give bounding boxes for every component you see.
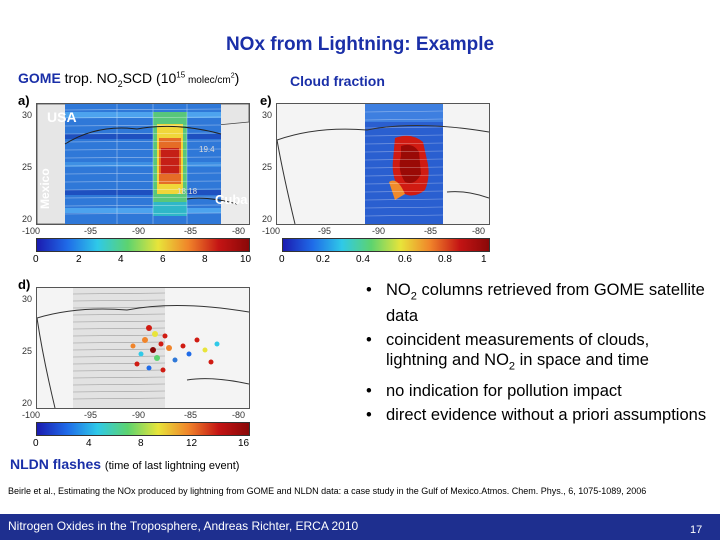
bullet-dot-icon: • (366, 331, 372, 350)
bullet-list: • NO2 columns retrieved from GOME satelli… (362, 280, 712, 429)
cloud-cb-0-6: 0.6 (398, 254, 412, 265)
d-ytick-20: 20 (22, 398, 33, 408)
bullet-text: coincident measurements of clouds, light… (386, 331, 650, 370)
cloud-cb-0-4: 0.4 (356, 254, 370, 265)
a-ytick-20: 20 (22, 214, 33, 224)
e-xtick-80: -80 (472, 226, 486, 236)
flash-map-panel (36, 287, 250, 409)
bullet-text: no indication for pollution impact (386, 381, 622, 400)
cloud-cb-0: 0 (279, 254, 285, 265)
cloud-map (277, 104, 489, 224)
a-ytick-30: 30 (22, 110, 33, 120)
bullet-item: • no indication for pollution impact (362, 381, 712, 401)
gome-units: molec/cm (185, 75, 231, 86)
a-ytick-25: 25 (22, 162, 33, 172)
map-label-cuba: Cuba (215, 192, 248, 207)
cloud-cb-1: 1 (481, 254, 487, 265)
no2-cb-4: 4 (118, 254, 124, 265)
bullet-text-end: columns retrieved from GOME satellite da… (386, 281, 705, 326)
cloud-swath (365, 104, 443, 224)
cloud-cb-0-8: 0.8 (438, 254, 452, 265)
panel-d-letter: d) (18, 277, 31, 292)
no2-map: USA Mexico Cuba 19.4 18.18 (37, 104, 249, 224)
a-xtick-80: -80 (232, 226, 246, 236)
no2-map-panel: USA Mexico Cuba 19.4 18.18 (36, 103, 250, 225)
map-label-mexico: Mexico (38, 168, 52, 209)
d-xtick-90: -90 (132, 410, 146, 420)
d-xtick-85: -85 (184, 410, 198, 420)
gome-text: trop. NO (64, 70, 118, 86)
flash-cb-0: 0 (33, 438, 39, 449)
d-ytick-30: 30 (22, 294, 33, 304)
e-ytick-20: 20 (262, 214, 273, 224)
cloud-map-panel (276, 103, 490, 225)
gome-scd: SCD (10 (122, 70, 177, 86)
page-number: 17 (690, 524, 703, 536)
no2-colorbar (36, 238, 250, 252)
d-ytick-25: 25 (22, 346, 33, 356)
flash-colorbar (36, 422, 250, 436)
no2-swath (65, 104, 221, 224)
gome-units-sup: 2 (230, 72, 235, 80)
panel-e-letter: e) (260, 93, 272, 108)
e-ytick-30: 30 (262, 110, 273, 120)
no2-cb-6: 6 (160, 254, 166, 265)
bullet-dot-icon: • (366, 281, 372, 299)
bullet-item: • coincident measurements of clouds, ligh… (362, 330, 712, 376)
panel-a-letter: a) (18, 93, 30, 108)
gome-sup: 15 (176, 70, 186, 80)
footer-text: Nitrogen Oxides in the Troposphere, Andr… (8, 519, 359, 533)
e-xtick-95: -95 (318, 226, 332, 236)
no2-cb-2: 2 (76, 254, 82, 265)
gome-label: GOME trop. NO2SCD (1015 molec/cm2) (18, 70, 239, 89)
flash-cb-16: 16 (238, 438, 250, 449)
no2-cb-10: 10 (240, 254, 252, 265)
gome-close: ) (234, 70, 240, 86)
bullet-dot-icon: • (366, 405, 372, 424)
bullet-dot-icon: • (366, 381, 372, 400)
a-xtick-95: -95 (84, 226, 98, 236)
gome-sub: 2 (117, 78, 123, 89)
nldn-label: NLDN flashes (time of last lightning eve… (10, 456, 239, 472)
flash-cb-8: 8 (138, 438, 144, 449)
d-xtick-100: -100 (22, 410, 41, 420)
e-xtick-100: -100 (262, 226, 281, 236)
bullet-item: • direct evidence without a priori assump… (362, 405, 712, 425)
bullet-sub: 2 (508, 360, 516, 373)
flash-cb-4: 4 (86, 438, 92, 449)
map-label-usa: USA (47, 109, 77, 125)
no2-cb-8: 8 (202, 254, 208, 265)
a-xtick-90: -90 (132, 226, 146, 236)
e-ytick-25: 25 (262, 162, 273, 172)
bullet-sub: 2 (410, 290, 417, 303)
bullet-text: direct evidence without a priori assumpt… (386, 405, 707, 424)
d-xtick-80: -80 (232, 410, 246, 420)
a-xtick-85: -85 (184, 226, 198, 236)
flash-map (37, 288, 249, 408)
nldn-note: (time of last lightning event) (104, 460, 240, 472)
e-xtick-90: -90 (372, 226, 386, 236)
slide-title: NOx from Lightning: Example (225, 34, 495, 55)
e-xtick-85: -85 (424, 226, 438, 236)
cloud-fraction-label: Cloud fraction (290, 73, 385, 89)
d-xtick-95: -95 (84, 410, 98, 420)
footer-bar (0, 514, 720, 540)
citation: Beirle et al., Estimating the NOx produc… (8, 486, 647, 496)
bullet-item: • NO2 columns retrieved from GOME satelli… (362, 280, 712, 326)
map-label-18-18: 18.18 (177, 187, 198, 196)
flash-points (130, 325, 220, 373)
nldn-text: NLDN flashes (10, 456, 102, 472)
cloud-fraction-text: Cloud fraction (290, 73, 385, 89)
cloud-colorbar (282, 238, 490, 252)
no2-cb-0: 0 (33, 254, 39, 265)
bullet-text-end: in space and time (515, 351, 649, 370)
gome-prefix: GOME (18, 70, 61, 86)
bullet-text: NO (386, 281, 411, 299)
a-xtick-100: -100 (22, 226, 41, 236)
map-label-19-4: 19.4 (199, 145, 215, 154)
flash-cb-12: 12 (186, 438, 198, 449)
cloud-cb-0-2: 0.2 (316, 254, 330, 265)
